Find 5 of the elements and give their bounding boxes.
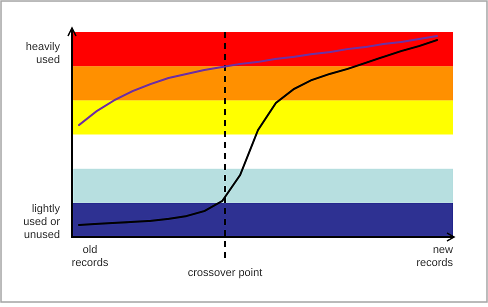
text: lightly used or unused bbox=[23, 203, 60, 241]
text: old records bbox=[72, 244, 109, 269]
text: new records bbox=[416, 244, 454, 269]
text: crossover point bbox=[188, 267, 262, 279]
text: heavily used bbox=[26, 41, 60, 66]
